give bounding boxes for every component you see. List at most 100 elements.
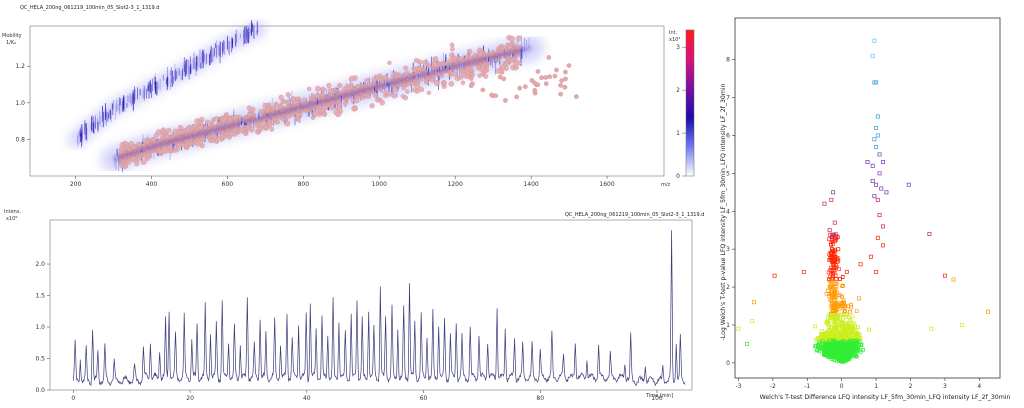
mobility-overlay-point — [123, 163, 129, 169]
mobility-overlay-point — [263, 123, 269, 130]
mobility-overlay-point — [402, 95, 409, 101]
volcano-point — [872, 137, 877, 142]
mobility-overlay-point — [467, 48, 473, 55]
volcano-point — [828, 268, 833, 272]
volcano-point — [835, 291, 839, 295]
volcano-point — [836, 353, 841, 357]
volcano-point — [831, 248, 836, 253]
volcano-point — [834, 348, 838, 353]
mobility-overlay-point — [440, 61, 446, 67]
mobility-overlay-point — [140, 158, 147, 165]
mobility-overlay-point — [418, 86, 425, 93]
volcano-point — [841, 338, 846, 343]
tic-y-tick-label: 2.0 — [35, 261, 45, 268]
volcano-point — [831, 239, 836, 244]
mobility-overlay-point — [489, 92, 494, 98]
volcano-point — [832, 220, 837, 225]
volcano-point — [813, 324, 818, 329]
volcano-point — [929, 326, 934, 331]
volcano-point — [829, 243, 833, 247]
mobility-overlay-point — [142, 151, 147, 156]
volcano-point — [833, 327, 838, 332]
mobility-overlay-point — [465, 65, 472, 71]
volcano-point — [751, 300, 756, 305]
mobility-overlay-point — [191, 123, 198, 129]
mobility-overlay-point — [321, 105, 327, 111]
volcano-point — [836, 247, 841, 252]
volcano-point — [838, 277, 842, 281]
mobility-overlay-point — [350, 98, 356, 104]
mobility-overlay-point — [383, 90, 388, 96]
mobility-overlay-point — [535, 69, 541, 74]
mobility-overlay-point — [330, 93, 335, 98]
volcano-point — [833, 309, 837, 313]
mobility-overlay-point — [310, 115, 316, 120]
volcano-y-tick-label: 5 — [726, 170, 730, 177]
mobility-overlay-point — [416, 77, 422, 84]
volcano-point — [822, 201, 827, 206]
volcano-point — [867, 327, 871, 332]
mobility-x-tick-label: 1000 — [372, 181, 387, 188]
volcano-point — [837, 267, 841, 271]
mobility-overlay-point — [351, 105, 358, 112]
volcano-point — [840, 284, 845, 288]
mobility-overlay-point — [371, 76, 378, 83]
mobility-overlay-point — [260, 110, 265, 115]
mobility-overlay-point — [362, 92, 368, 98]
volcano-point — [832, 358, 837, 362]
mobility-overlay-point — [552, 73, 558, 79]
volcano-point — [832, 332, 836, 336]
mobility-overlay-point — [374, 96, 381, 103]
volcano-point — [960, 322, 965, 327]
mobility-overlay-point — [185, 126, 191, 132]
mobility-overlay-point — [285, 92, 291, 98]
volcano-y-tick-label: 4 — [726, 208, 730, 215]
volcano-points — [736, 38, 990, 364]
colorbar — [685, 29, 695, 177]
volcano-point — [872, 194, 877, 199]
volcano-y-tick-label: 6 — [726, 132, 730, 139]
tic-panel: QC_HELA_200ng_061219_100min_05_Slot2-3_1… — [0, 200, 724, 404]
volcano-point — [840, 301, 845, 306]
volcano-point — [853, 340, 858, 345]
volcano-point — [736, 326, 741, 331]
tic-trace — [72, 230, 686, 387]
mobility-overlay-point — [295, 96, 301, 101]
mobility-overlay-point — [546, 55, 552, 60]
volcano-point — [834, 235, 839, 240]
volcano-point — [829, 250, 834, 255]
mobility-overlay-point — [264, 107, 271, 114]
volcano-point — [834, 302, 839, 306]
volcano-point — [839, 345, 843, 349]
mobility-overlay-point — [142, 137, 147, 143]
volcano-point — [874, 80, 879, 85]
mobility-y-unit: 1/K₀ — [6, 40, 16, 46]
volcano-point — [841, 283, 845, 288]
volcano-point — [832, 314, 837, 319]
tic-y-title: Intens. — [4, 209, 21, 215]
volcano-point — [844, 269, 849, 274]
volcano-point — [861, 347, 865, 352]
volcano-point — [872, 38, 877, 43]
volcano-point — [846, 323, 851, 328]
volcano-point — [881, 224, 885, 229]
volcano-point — [875, 197, 880, 202]
colorbar-ticks: 0 1 2 3 — [676, 44, 686, 180]
volcano-point — [772, 273, 777, 278]
mobility-overlay-point — [515, 35, 522, 42]
mobility-overlay-point — [477, 51, 483, 57]
mobility-overlay-point — [336, 82, 343, 89]
mobility-overlay-point — [460, 80, 466, 86]
tic-y-tick-label: 1.5 — [35, 293, 45, 300]
mobility-y-tick-label: 1.0 — [15, 100, 25, 107]
mobility-overlay-point — [535, 82, 541, 88]
volcano-point — [839, 345, 844, 350]
mobility-overlay-point — [563, 76, 568, 82]
mobility-overlay-point — [468, 83, 474, 89]
volcano-point — [825, 288, 830, 293]
colorbar-tick-label: 0 — [676, 173, 680, 180]
volcano-point — [836, 342, 841, 347]
mobility-overlay-point — [284, 120, 291, 127]
mobility-x-tick-label: 600 — [222, 181, 234, 188]
mobility-overlay-point — [369, 103, 375, 109]
